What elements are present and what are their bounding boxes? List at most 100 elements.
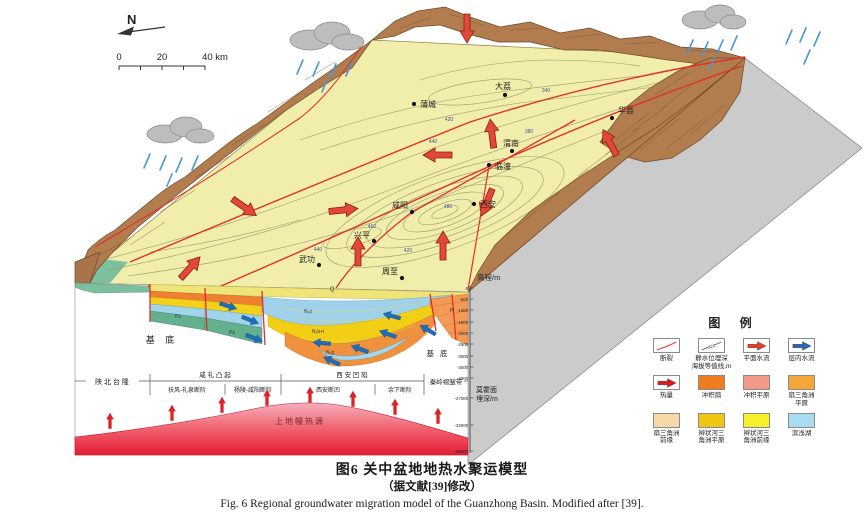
contour-value-labels: 340 380 420 440 440 420 460 480 (314, 88, 551, 254)
heat-arrow-icon (349, 390, 357, 407)
contour-value: 380 (525, 129, 534, 135)
scale-bar: 0 20 40 km (116, 52, 228, 70)
flow-arrow-icon (484, 118, 500, 149)
interlayer-flow-arrow-icon (312, 338, 332, 348)
stratum-label: Pz (175, 314, 181, 320)
legend-label: 热量 (660, 392, 673, 400)
structural-unit-label: 余下断阶 (388, 386, 412, 394)
city-label: 华县 (618, 105, 634, 115)
city-marker: 武功 (299, 254, 322, 268)
legend-label: 层内水流 (788, 355, 815, 362)
axis-tick-label: -3500 (457, 365, 469, 370)
city-marker: 周至 (382, 267, 405, 281)
stratum-label: N₂b+l (312, 329, 324, 335)
legend-item: 热量 (646, 375, 687, 407)
legend-item: 层内水流 (781, 338, 822, 370)
structural-unit-label: 杨陵-咸阳断阶 (234, 386, 272, 394)
interlayer-flow-arrow-icon (241, 314, 259, 325)
legend-swatch-box (653, 412, 680, 428)
interlayer-flow-arrow-icon (218, 301, 238, 311)
interlayer-flow-arrow-icon (378, 329, 398, 339)
city-label: 渭南 (503, 138, 519, 148)
interlayer-flow-arrow-icon (323, 356, 341, 367)
scale-0: 0 (116, 52, 121, 63)
legend-item: 辫状河三 角洲前缘 (736, 412, 777, 445)
scale-40km: 40 km (202, 52, 228, 63)
stratum-label: Pt (450, 308, 455, 314)
legend-item: 滨浅湖 (781, 412, 822, 445)
interlayer-flow-arrows (218, 301, 437, 367)
contour-value: 340 (542, 88, 551, 94)
mantle-heat-dome: 上地幔热源 (74, 402, 469, 456)
mountain-ridge-texture (99, 13, 726, 256)
contour-value: 420 (445, 117, 454, 123)
heat-arrow-icon (168, 404, 176, 421)
cloud-icon (681, 4, 747, 30)
stratum-label: Q (330, 287, 335, 293)
basement-right-label: 基 底 (426, 348, 449, 358)
city-marker: 西安 (471, 199, 496, 209)
legend-swatch-arrow (653, 375, 680, 391)
city-label: 蒲城 (420, 99, 436, 109)
legend-item: 辫状河三 角洲平原 (691, 412, 732, 445)
clouds (146, 4, 747, 144)
structural-unit-label: 陕 北 台 隆 (95, 377, 129, 386)
legend-label: 辫状河三 角洲前缘 (743, 429, 770, 445)
north-arrow: N (117, 12, 166, 36)
contour-value: 420 (404, 248, 413, 254)
svg-text:320: 320 (707, 342, 716, 349)
legend-swatch-box (743, 375, 770, 391)
axis-tick-label: -4000 (457, 376, 469, 381)
scale-20: 20 (157, 52, 168, 63)
caption-english: Fig. 6 Regional groundwater migration mo… (220, 498, 644, 510)
legend-swatch-box (788, 375, 815, 391)
structural-units-bar (75, 374, 468, 395)
axis-tick-label: -33000 (455, 423, 469, 428)
flow-arrow-icon (328, 202, 359, 218)
legend-swatch-box (698, 412, 725, 428)
legend-swatch-box (743, 412, 770, 428)
city-label: 西安 (480, 199, 496, 209)
structural-unit-label: 西 安 凹 陷 (336, 370, 367, 379)
legend-swatch-box (788, 412, 815, 428)
axis-tick-label: -35000 (455, 449, 469, 454)
legend-item: 断裂 (646, 338, 687, 370)
legend-swatch-box (698, 375, 725, 391)
legend-item: 冲积扇 (691, 375, 732, 407)
legend-label: 断裂 (660, 355, 673, 362)
city-marker: 蒲城 (411, 99, 436, 109)
axis-tick-label: -2000 (457, 331, 469, 336)
structural-unit-label: 西安断凹 (316, 386, 340, 394)
flow-arrow-icon (350, 236, 366, 267)
city-label: 咸阳 (392, 200, 408, 210)
axis-tick-label: -1500 (457, 320, 469, 325)
legend-title: 图 例 (708, 316, 760, 330)
city-label: 周至 (382, 267, 398, 276)
interlayer-flow-arrow-icon (245, 332, 263, 343)
legend-label: 冲积扇 (701, 392, 722, 400)
moho-depth-label-2: 埋深/m (476, 394, 498, 403)
caption-chinese-subtitle: （据文献[39]修改） (382, 481, 482, 493)
city-label: 临潼 (495, 161, 511, 171)
axis-tick-label: -27000 (455, 396, 469, 401)
legend-swatch-fault (653, 338, 680, 353)
structural-unit-label: 咸 礼 凸 起 (199, 370, 231, 379)
legend-swatch-contour: 320 (698, 338, 725, 353)
legend-label: 平面水流 (743, 355, 770, 362)
contour-value: 460 (368, 224, 377, 230)
flow-arrow-icon (601, 129, 620, 158)
axis-tick-label: 0 (466, 286, 469, 291)
caption-chinese-title: 图6 关中盆地地热水聚运模型 (335, 463, 529, 478)
heat-arrow-icon (263, 389, 271, 406)
contour-value: 440 (429, 139, 438, 145)
cloud-icon (146, 116, 215, 144)
heat-source-label: 上地幔热源 (275, 416, 325, 426)
stratum-label: Pz (229, 330, 235, 336)
city-marker: 华县 (609, 105, 634, 121)
city-marker: 兴平 (354, 231, 377, 244)
contour-value: 440 (314, 247, 323, 253)
